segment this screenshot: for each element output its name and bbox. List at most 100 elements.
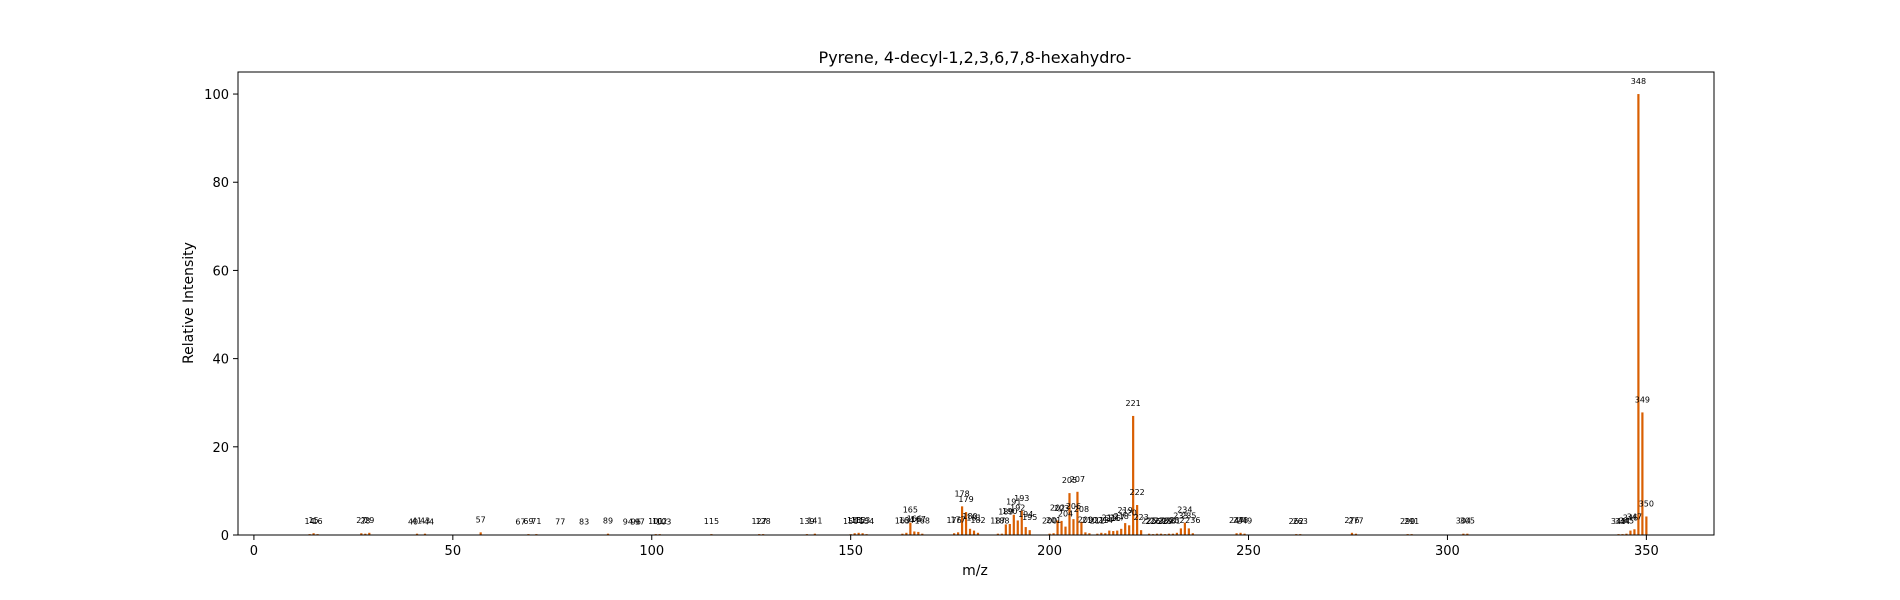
peak-label-217: 217 xyxy=(1110,514,1125,523)
peak-bar-236 xyxy=(1191,533,1194,535)
y-axis: 0 20 40 60 80 100 xyxy=(204,88,238,544)
peak-label-69: 69 xyxy=(523,517,533,526)
x-tick-label-250: 250 xyxy=(1236,544,1261,559)
peak-label-345: 345 xyxy=(1619,517,1634,526)
peak-bar-205 xyxy=(1068,493,1071,535)
peak-label-222: 222 xyxy=(1129,488,1144,497)
peak-label-231: 231 xyxy=(1165,517,1180,526)
peak-label-176: 176 xyxy=(946,516,961,525)
peak-bar-204 xyxy=(1064,526,1067,535)
peak-bar-218 xyxy=(1120,528,1123,535)
peak-bar-57 xyxy=(479,532,482,535)
peak-label-276: 276 xyxy=(1344,516,1359,525)
peak-label-29: 29 xyxy=(364,516,374,525)
peak-label-194: 194 xyxy=(1018,510,1033,519)
peak-bar-235 xyxy=(1187,528,1190,535)
peak-label-127: 127 xyxy=(752,517,767,526)
peak-bar-168 xyxy=(921,533,924,535)
peak-bar-276 xyxy=(1350,532,1354,535)
peak-label-182: 182 xyxy=(970,516,985,525)
peak-label-43: 43 xyxy=(420,517,430,526)
peak-label-343: 343 xyxy=(1611,517,1626,526)
peak-label-164: 164 xyxy=(899,516,914,525)
peak-bar-180 xyxy=(968,528,972,535)
peak-label-187: 187 xyxy=(990,517,1005,526)
peak-label-202: 202 xyxy=(1050,503,1065,512)
peak-label-291: 291 xyxy=(1404,517,1419,526)
y-axis-label: Relative Intensity xyxy=(181,242,197,364)
peak-label-16: 16 xyxy=(312,517,322,526)
peak-bar-193 xyxy=(1020,510,1023,535)
peak-label-247: 247 xyxy=(1229,516,1244,525)
peak-bar-225 xyxy=(1147,533,1151,535)
peak-label-223: 223 xyxy=(1133,513,1148,522)
peak-label-77: 77 xyxy=(555,518,565,527)
peak-label-71: 71 xyxy=(531,517,541,526)
peak-bar-207 xyxy=(1076,491,1079,535)
peak-label-230: 230 xyxy=(1161,517,1176,526)
peak-label-249: 249 xyxy=(1237,517,1252,526)
peak-bar-200 xyxy=(1048,533,1051,535)
peak-label-101: 101 xyxy=(648,517,663,526)
peak-label-347: 347 xyxy=(1627,512,1642,521)
peak-label-192: 192 xyxy=(1010,503,1025,512)
peak-bar-166 xyxy=(913,531,916,535)
x-tick-label-150: 150 xyxy=(838,544,863,559)
peak-bar-167 xyxy=(917,531,920,535)
peak-bar-247 xyxy=(1235,533,1238,535)
peak-bar-219 xyxy=(1124,523,1127,535)
peak-label-191: 191 xyxy=(1006,498,1021,507)
peak-bar-152 xyxy=(857,532,860,535)
peak-bar-164 xyxy=(905,532,908,535)
peak-label-151: 151 xyxy=(847,516,862,525)
peak-bar-346 xyxy=(1629,530,1632,535)
x-tick-label-350: 350 xyxy=(1634,544,1659,559)
peak-label-349: 349 xyxy=(1635,395,1650,404)
peak-bar-212 xyxy=(1096,533,1099,535)
peak-label-27: 27 xyxy=(356,516,366,525)
peak-bar-181 xyxy=(972,530,976,535)
peak-bar-277 xyxy=(1354,533,1358,535)
peak-label-304: 304 xyxy=(1456,517,1471,526)
peak-bar-209 xyxy=(1084,532,1087,535)
peak-label-213: 213 xyxy=(1094,516,1109,525)
peak-bar-203 xyxy=(1060,520,1063,535)
peak-bar-206 xyxy=(1072,519,1075,535)
peak-label-225: 225 xyxy=(1141,517,1156,526)
peak-bar-217 xyxy=(1116,530,1119,535)
peak-label-193: 193 xyxy=(1014,494,1029,503)
peak-bar-176 xyxy=(953,533,956,535)
peak-label-189: 189 xyxy=(998,507,1013,516)
peak-bar-194 xyxy=(1024,527,1027,535)
peak-label-154: 154 xyxy=(859,517,874,526)
x-tick-label-200: 200 xyxy=(1037,544,1062,559)
peak-label-168: 168 xyxy=(915,517,930,526)
peak-label-89: 89 xyxy=(603,517,613,526)
peak-bar-163 xyxy=(901,533,904,535)
peak-label-236: 236 xyxy=(1185,516,1200,525)
peak-label-290: 290 xyxy=(1400,517,1415,526)
peak-label-200: 200 xyxy=(1042,517,1057,526)
peak-bar-165 xyxy=(909,522,912,535)
y-tick-label-100: 100 xyxy=(204,88,229,103)
peak-label-153: 153 xyxy=(855,516,870,525)
peak-label-346: 346 xyxy=(1623,514,1638,523)
peak-bar-189 xyxy=(1004,524,1007,535)
peak-bar-28 xyxy=(364,533,367,535)
peak-label-180: 180 xyxy=(962,512,977,521)
peak-label-28: 28 xyxy=(360,517,370,526)
peak-bar-305 xyxy=(1466,533,1469,535)
peak-bar-41 xyxy=(415,533,419,535)
x-axis: 0 50 100 150 200 250 300 350 xyxy=(250,535,1659,559)
peak-label-263: 263 xyxy=(1293,517,1308,526)
peak-label-152: 152 xyxy=(851,516,866,525)
peak-label-228: 228 xyxy=(1153,517,1168,526)
peak-label-195: 195 xyxy=(1022,513,1037,522)
peak-bar-208 xyxy=(1080,521,1083,535)
peak-label-305: 305 xyxy=(1460,517,1475,526)
peak-label-348: 348 xyxy=(1631,77,1646,86)
peak-bar-187 xyxy=(996,533,999,535)
peak-label-67: 67 xyxy=(515,518,525,527)
